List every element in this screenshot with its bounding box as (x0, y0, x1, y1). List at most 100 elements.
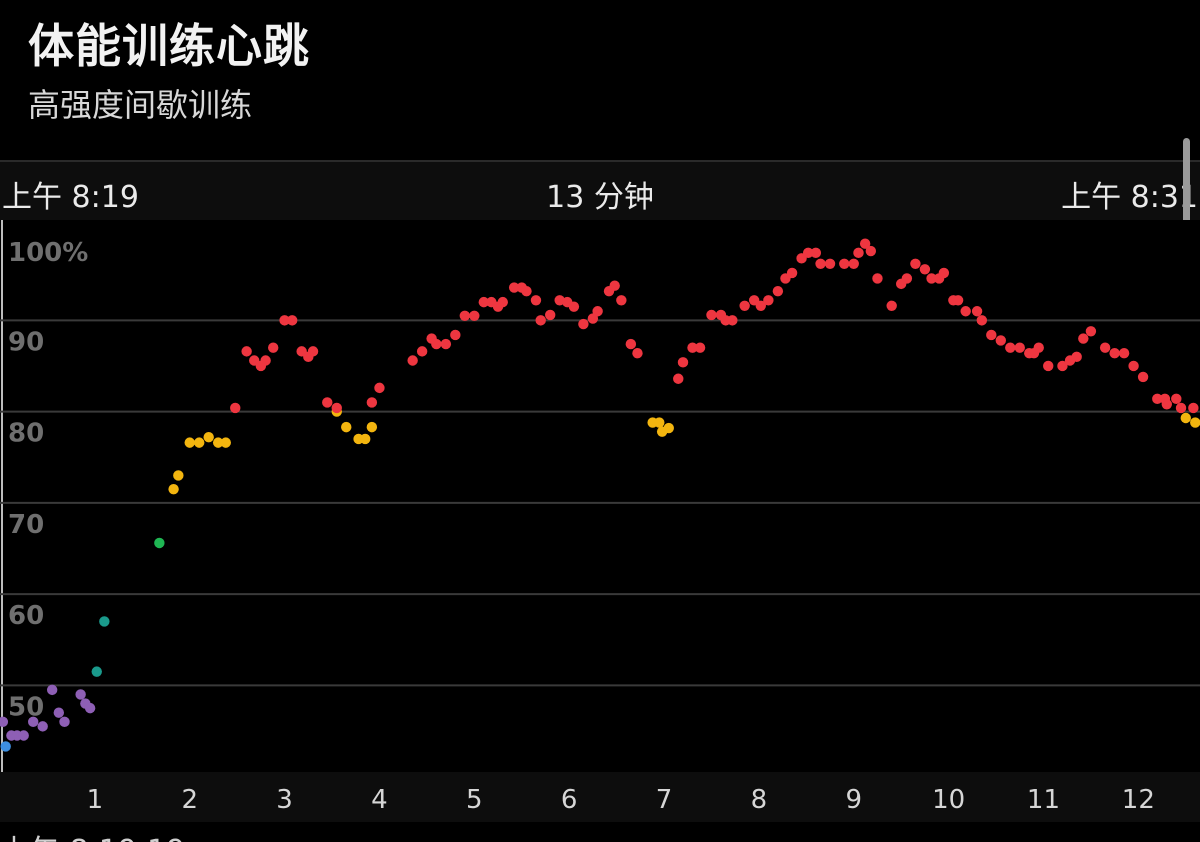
data-point (938, 267, 950, 279)
x-tick-label: 8 (751, 785, 768, 815)
data-point (366, 421, 378, 433)
data-point (469, 310, 480, 322)
y-tick-label: 100% (8, 238, 88, 268)
data-point (322, 397, 333, 408)
data-point (194, 437, 205, 448)
workout-type: 高强度间歇训练 (28, 86, 253, 124)
data-point (286, 315, 298, 326)
x-tick-labels: 1 2 3 4 5 6 7 8 9 10 11 12 (87, 785, 1155, 815)
data-point (341, 421, 352, 433)
data-point (1109, 348, 1120, 359)
data-point (1175, 402, 1187, 414)
data-point (360, 433, 371, 445)
data-point (59, 716, 70, 728)
data-point (824, 258, 836, 269)
data-point (1005, 342, 1016, 353)
data-point (926, 273, 937, 284)
data-point (1137, 371, 1149, 383)
data-point (859, 238, 871, 249)
data-point (416, 346, 428, 357)
data-point (450, 329, 461, 341)
plot-area (0, 220, 1200, 772)
data-point (230, 402, 241, 414)
data-point (1161, 399, 1172, 410)
data-point (1071, 351, 1082, 363)
data-point (1085, 326, 1097, 337)
y-tick-label: 50 (8, 692, 44, 722)
data-point (46, 684, 58, 696)
data-point (654, 417, 665, 428)
time-range-bar: 上午 8:19 13 分钟 上午 8:31 (0, 160, 1200, 222)
data-point (440, 338, 452, 350)
data-point (521, 285, 532, 297)
data-point (212, 437, 224, 448)
x-tick-label: 1 (87, 785, 104, 815)
data-point (84, 702, 96, 714)
data-point (727, 315, 738, 326)
data-point (1033, 342, 1044, 353)
data-point (960, 306, 971, 317)
data-point (203, 431, 214, 443)
data-point (1152, 393, 1163, 405)
data-point (995, 335, 1006, 346)
x-tick-label: 2 (181, 785, 198, 815)
data-point (508, 282, 520, 293)
data-point (592, 306, 603, 317)
data-point (687, 342, 698, 353)
data-point (803, 247, 814, 259)
data-point (478, 296, 489, 308)
data-point (625, 338, 637, 350)
footer-strip: 上午 8:19:19 (0, 822, 1200, 842)
data-point (1099, 342, 1111, 353)
end-time: 上午 8:31 (1061, 180, 1198, 215)
data-point (184, 437, 195, 448)
data-point (99, 616, 110, 627)
data-point (37, 721, 48, 732)
data-point (1188, 402, 1199, 414)
data-point (168, 483, 179, 495)
data-point (1057, 360, 1068, 372)
data-point (865, 245, 877, 257)
x-tick-label: 11 (1027, 785, 1060, 815)
data-point (872, 273, 883, 284)
data-point (91, 666, 102, 677)
data-point (952, 295, 964, 306)
data-point (1014, 342, 1025, 353)
data-point (810, 247, 822, 259)
data-point (901, 273, 913, 284)
data-point (1118, 348, 1130, 359)
data-point (1180, 412, 1191, 424)
data-point (18, 730, 29, 741)
data-point (772, 285, 784, 297)
data-point (786, 267, 798, 279)
data-point (0, 716, 9, 728)
data-point (919, 264, 931, 275)
x-tick-label: 10 (932, 785, 965, 815)
data-point (578, 318, 589, 330)
data-point (910, 258, 921, 269)
x-tick-label: 9 (845, 785, 862, 815)
data-points (0, 238, 1200, 752)
data-point (568, 301, 580, 312)
data-point (535, 315, 546, 326)
data-point (663, 422, 674, 434)
data-point (544, 309, 556, 321)
footer-time: 上午 8:19:19 (0, 826, 185, 842)
start-time: 上午 8:19 (2, 180, 139, 215)
x-axis-band (0, 772, 1200, 822)
data-point (739, 300, 750, 311)
y-tick-labels: 100% 90 80 70 60 50 (8, 238, 88, 722)
data-point (0, 741, 11, 752)
data-point (75, 689, 86, 700)
x-tick-label: 4 (371, 785, 388, 815)
data-point (706, 309, 717, 321)
data-point (1078, 333, 1089, 344)
data-point (673, 373, 684, 384)
data-point (530, 295, 542, 306)
data-point (307, 346, 319, 357)
data-point (366, 397, 378, 408)
x-tick-label: 5 (466, 785, 483, 815)
data-point (853, 247, 864, 259)
data-point (28, 716, 39, 728)
